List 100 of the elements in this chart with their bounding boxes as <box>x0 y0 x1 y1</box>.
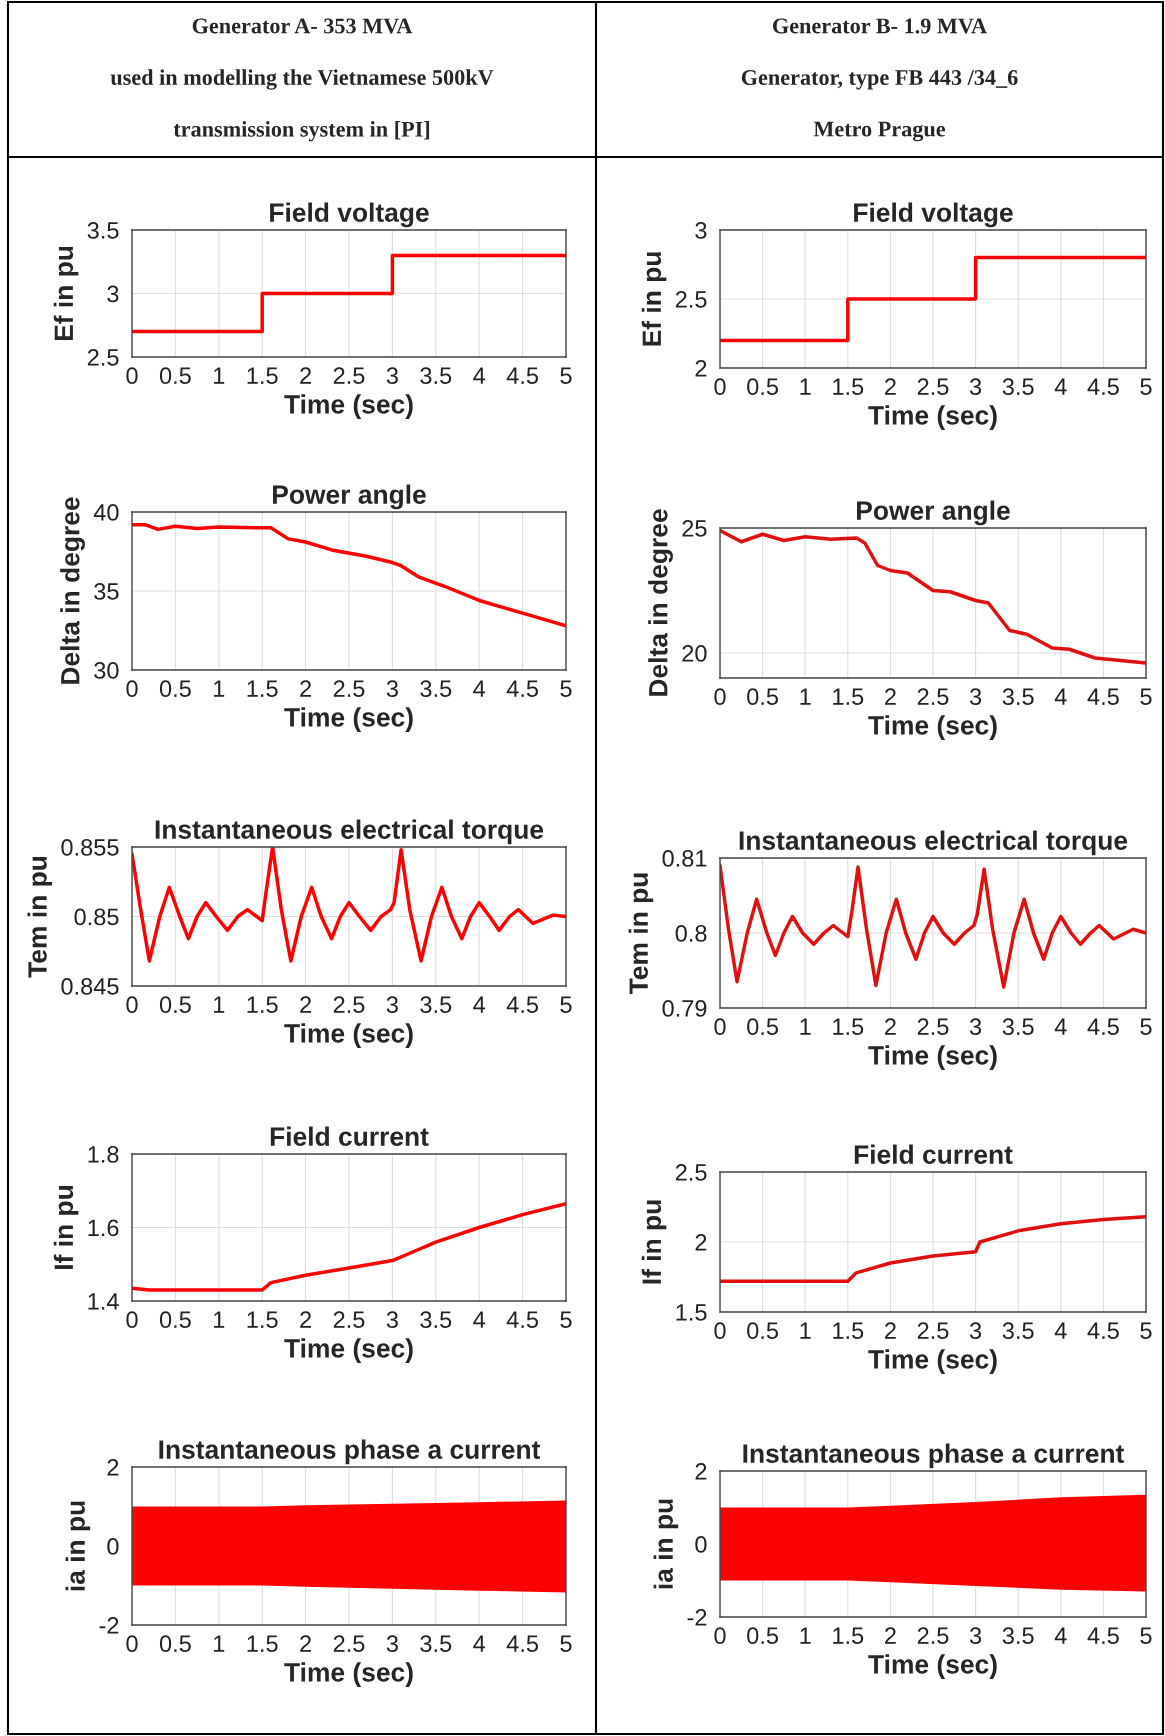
x-tick-label: 2.5 <box>333 367 365 385</box>
line-series <box>132 522 566 628</box>
x-tick-label: 0.5 <box>747 1322 779 1340</box>
x-tick-label: 4 <box>1054 378 1067 395</box>
x-axis-title: Time (sec) <box>868 715 997 740</box>
x-tick-label: 2 <box>885 1018 896 1035</box>
x-tick-label: 0 <box>714 688 726 706</box>
y-tick-label: 0 <box>695 1536 707 1553</box>
x-tick-label: 1.5 <box>247 996 278 1014</box>
y-tick-label: 0.855 <box>61 839 119 856</box>
x-tick-label: 2 <box>300 996 311 1013</box>
x-tick-label: 0 <box>714 1018 726 1036</box>
y-tick-label: -2 <box>687 1609 707 1626</box>
x-tick-label: 1.5 <box>833 1322 864 1340</box>
x-tick-label: 1.5 <box>833 1627 864 1645</box>
x-tick-label: 3.5 <box>420 680 452 698</box>
x-tick-label: 2 <box>885 1322 896 1339</box>
x-tick-label: 0.5 <box>747 378 779 396</box>
x-tick-label: 2 <box>300 1635 311 1652</box>
x-tick-label: 1.5 <box>247 1311 278 1329</box>
chart-title: Field voltage <box>270 202 429 228</box>
x-tick-label: 1.5 <box>247 367 278 385</box>
x-tick-label: 5 <box>1140 1018 1152 1036</box>
x-tick-label: 0 <box>126 996 138 1014</box>
x-tick-label: 5 <box>560 1635 572 1653</box>
x-tick-label: 4 <box>473 1635 486 1652</box>
chart-title: Field current <box>854 1144 1013 1164</box>
x-tick-label: 0 <box>714 378 726 396</box>
x-tick-label: 1.5 <box>247 1635 278 1653</box>
y-tick-label: 2 <box>107 1459 119 1476</box>
x-axis-title: Time (sec) <box>284 1023 413 1048</box>
x-tick-label: 3.5 <box>1002 1018 1034 1036</box>
chart-title: Field current <box>270 1126 429 1146</box>
y-tick-label: 2 <box>695 1234 707 1251</box>
x-tick-label: 1.5 <box>833 688 864 706</box>
y-tick-label: -2 <box>99 1617 119 1634</box>
y-axis-title: ia in pu <box>653 1499 679 1589</box>
x-tick-label: 5 <box>560 996 572 1014</box>
x-tick-label: 3.5 <box>420 996 452 1014</box>
x-tick-label: 0 <box>126 680 138 698</box>
y-tick-label: 3.5 <box>87 222 119 239</box>
y-tick-label: 3 <box>107 285 119 303</box>
text: Generator A- 353 MVA <box>192 18 413 34</box>
x-tick-label: 1 <box>800 1018 811 1035</box>
chart-title: Instantaneous phase a current <box>743 1443 1125 1469</box>
x-tick-label: 3 <box>969 378 982 396</box>
x-tick-label: 4 <box>1054 1627 1067 1644</box>
text: transmission system in [PI] <box>173 121 430 142</box>
x-tick-label: 2 <box>300 367 311 384</box>
x-tick-label: 3.5 <box>1002 1322 1034 1340</box>
x-axis-title: Time (sec) <box>284 1662 413 1687</box>
y-tick-label: 0.8 <box>675 925 707 942</box>
x-tick-label: 2 <box>300 1311 311 1328</box>
x-tick-label: 1 <box>800 688 811 705</box>
x-tick-label: 1 <box>800 1627 811 1644</box>
x-tick-label: 0 <box>714 1322 726 1340</box>
x-tick-label: 3 <box>386 367 398 385</box>
x-tick-label: 2.5 <box>917 378 949 396</box>
x-tick-label: 4.5 <box>1087 688 1119 706</box>
line-series <box>720 1215 1146 1283</box>
text: Metro Prague <box>813 121 946 142</box>
y-tick-label: 2.5 <box>675 1164 707 1181</box>
x-tick-label: 2.5 <box>917 688 949 706</box>
x-tick-label: 5 <box>560 367 572 385</box>
x-tick-label: 2 <box>885 378 896 395</box>
x-tick-label: 2.5 <box>333 680 365 698</box>
x-tick-label: 5 <box>560 680 572 698</box>
x-tick-label: 4.5 <box>506 367 539 385</box>
x-tick-label: 4 <box>473 367 486 384</box>
x-tick-label: 4.5 <box>1087 1018 1119 1036</box>
x-tick-label: 1.5 <box>833 378 864 396</box>
x-tick-label: 2.5 <box>333 1311 365 1329</box>
y-axis-title: Ef in pu <box>53 246 79 341</box>
x-tick-label: 5 <box>1140 378 1152 396</box>
y-tick-label: 20 <box>682 645 707 662</box>
x-tick-label: 5 <box>1140 1627 1152 1645</box>
x-axis-title: Time (sec) <box>868 1349 997 1374</box>
x-tick-label: 4 <box>1054 688 1067 705</box>
y-tick-label: 2.5 <box>675 291 707 308</box>
x-tick-label: 0.5 <box>747 1018 779 1036</box>
x-tick-label: 3.5 <box>1002 688 1034 706</box>
x-tick-label: 5 <box>560 1311 572 1329</box>
x-tick-label: 0.5 <box>159 367 191 385</box>
x-tick-label: 0 <box>714 1627 726 1645</box>
y-tick-label: 0.845 <box>61 978 119 995</box>
x-tick-label: 0 <box>126 367 138 385</box>
line-series <box>720 863 1146 989</box>
x-tick-label: 1 <box>214 1311 225 1328</box>
x-tick-label: 3.5 <box>1002 1627 1034 1645</box>
chart-title: Power angle <box>273 484 426 510</box>
x-tick-label: 3.5 <box>420 1635 452 1653</box>
x-axis-title: Time (sec) <box>284 707 413 732</box>
y-tick-label: 0.81 <box>662 850 707 867</box>
y-tick-label: 30 <box>94 662 119 679</box>
y-tick-label: 1.4 <box>88 1293 119 1310</box>
y-tick-label: 40 <box>93 504 119 521</box>
chart-title: Instantaneous phase a current <box>159 1439 541 1465</box>
x-tick-label: 4.5 <box>506 996 539 1014</box>
x-tick-label: 0 <box>126 1311 138 1329</box>
y-tick-label: 0 <box>107 1538 119 1555</box>
